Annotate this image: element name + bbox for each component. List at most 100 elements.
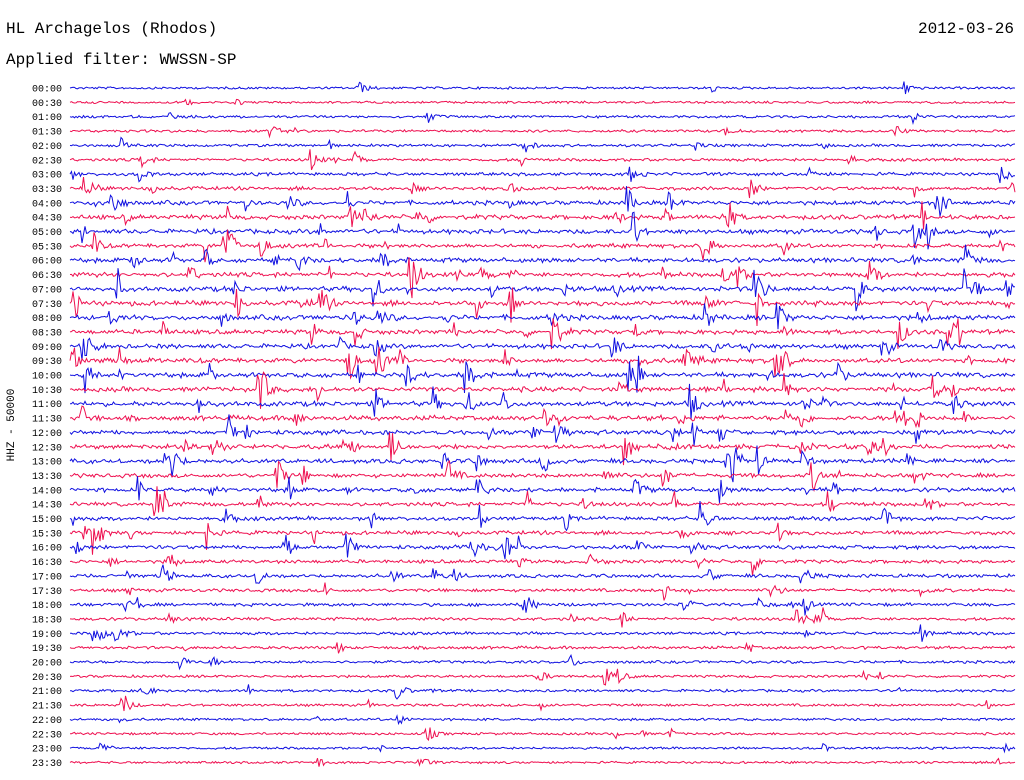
time-label: 12:00	[32, 429, 62, 440]
trace-line	[70, 624, 1016, 642]
time-label: 20:00	[32, 659, 62, 670]
trace-line	[69, 564, 1016, 584]
trace-line	[69, 318, 1016, 350]
trace-line	[69, 166, 1015, 184]
trace-line	[69, 607, 1016, 628]
trace-line	[69, 727, 1016, 742]
time-label: 07:30	[32, 300, 62, 311]
time-label: 09:30	[32, 357, 62, 368]
time-labels: 00:00 00:30 01:00 01:30 02:00 02:30 03:00 03:30…	[32, 85, 62, 770]
trace-line	[69, 201, 1016, 230]
trace-line	[69, 355, 1016, 394]
trace-line	[69, 668, 1016, 686]
time-label: 01:30	[32, 128, 62, 139]
trace-line	[69, 229, 1016, 263]
time-label: 06:00	[32, 257, 62, 268]
time-label: 00:30	[32, 99, 62, 110]
trace-line	[69, 684, 1016, 700]
trace-line	[69, 257, 1016, 299]
time-label: 21:30	[32, 702, 62, 713]
trace-line	[69, 757, 1016, 767]
time-label: 16:30	[32, 558, 62, 569]
record-date: 2012-03-26	[917, 20, 1014, 38]
trace-line	[69, 244, 1016, 272]
time-label: 11:00	[32, 400, 62, 411]
time-label: 13:30	[32, 472, 62, 483]
trace-line	[69, 405, 1016, 429]
time-label: 16:00	[32, 544, 62, 555]
time-label: 23:30	[32, 759, 62, 770]
time-label: 15:30	[32, 529, 62, 540]
time-label: 00:00	[32, 85, 62, 96]
trace-line	[69, 553, 1016, 576]
trace-line	[69, 597, 1016, 616]
trace-line	[69, 742, 1016, 754]
time-label: 05:00	[32, 228, 62, 239]
time-label: 09:00	[32, 343, 62, 354]
trace-line	[70, 383, 1016, 420]
trace-line	[69, 582, 1016, 601]
trace-line	[69, 486, 1016, 517]
time-label: 15:00	[32, 515, 62, 526]
trace-line	[69, 287, 1016, 327]
trace-line	[69, 432, 1016, 466]
time-label: 02:00	[32, 142, 62, 153]
trace-line	[69, 695, 1016, 712]
time-label: 01:00	[32, 113, 62, 124]
time-label: 04:00	[32, 199, 62, 210]
trace-line	[69, 371, 1016, 409]
time-label: 14:30	[32, 501, 62, 512]
time-label: 13:00	[32, 458, 62, 469]
trace-line	[69, 654, 1016, 671]
time-label: 11:30	[32, 415, 62, 426]
trace-line	[69, 112, 1016, 126]
time-label: 21:00	[32, 687, 62, 698]
trace-line	[69, 81, 1016, 95]
time-label: 20:30	[32, 673, 62, 684]
seismic-traces	[69, 81, 1016, 767]
time-label: 07:00	[32, 285, 62, 296]
trace-line	[69, 500, 1016, 532]
trace-line	[69, 177, 1016, 199]
time-label: 19:00	[32, 630, 62, 641]
trace-line	[69, 445, 1016, 483]
time-label: 04:30	[32, 214, 62, 225]
time-label: 12:30	[32, 443, 62, 454]
trace-line	[69, 476, 1016, 503]
time-label: 18:30	[32, 615, 62, 626]
time-label: 23:00	[32, 745, 62, 756]
trace-line	[69, 303, 1016, 330]
time-label: 05:30	[32, 242, 62, 253]
time-label: 08:00	[32, 314, 62, 325]
trace-line	[69, 136, 1016, 153]
time-label: 22:30	[32, 730, 62, 741]
trace-line	[69, 641, 1016, 654]
station-title: HL Archagelos (Rhodos)	[6, 20, 218, 38]
time-label: 18:00	[32, 601, 62, 612]
trace-line	[69, 149, 1016, 171]
time-label: 08:30	[32, 328, 62, 339]
trace-line	[69, 335, 1016, 361]
trace-line	[69, 186, 1016, 217]
trace-line	[69, 268, 1016, 312]
time-label: 14:00	[32, 486, 62, 497]
time-label: 03:00	[32, 171, 62, 182]
trace-line	[69, 460, 1016, 492]
time-label: 06:30	[32, 271, 62, 282]
time-label: 17:30	[32, 587, 62, 598]
trace-line	[69, 414, 1016, 446]
trace-line	[69, 533, 1016, 560]
trace-line	[69, 98, 1016, 106]
filter-label: Applied filter: WWSSN-SP	[6, 51, 237, 69]
time-label: 19:30	[32, 644, 62, 655]
time-label: 22:00	[32, 716, 62, 727]
trace-line	[69, 125, 1016, 139]
time-label: 10:00	[32, 372, 62, 383]
time-label: 17:00	[32, 572, 62, 583]
trace-line	[69, 522, 1016, 555]
time-label: 03:30	[32, 185, 62, 196]
time-label: 02:30	[32, 156, 62, 167]
time-label: 10:30	[32, 386, 62, 397]
trace-line	[69, 346, 1016, 380]
